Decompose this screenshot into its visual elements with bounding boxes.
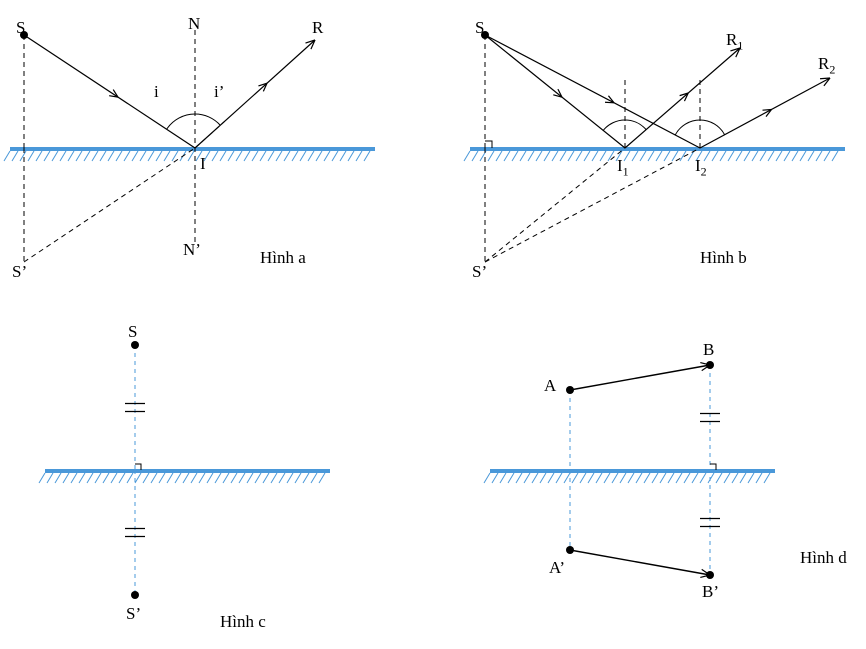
label-R2-b-sub: 2: [829, 62, 835, 76]
label-Sprime-b: S’: [472, 262, 487, 282]
label-I-a: I: [200, 154, 206, 174]
label-B-d: B: [703, 340, 714, 360]
label-Aprime-d: A’: [549, 558, 565, 578]
label-iprime-a: i’: [214, 82, 224, 102]
label-R2-b-letter: R: [818, 54, 829, 73]
label-Sprime-a: S’: [12, 262, 27, 282]
label-i-a: i: [154, 82, 159, 102]
label-R1-b: R1: [726, 30, 743, 53]
label-I2-b: I2: [695, 156, 707, 179]
label-S-b: S: [475, 18, 484, 38]
label-S-a: S: [16, 18, 25, 38]
label-R1-b-letter: R: [726, 30, 737, 49]
caption-d: Hình d: [800, 548, 847, 568]
label-I2-b-sub: 2: [701, 164, 707, 178]
label-I1-b: I1: [617, 156, 629, 179]
label-A-d: A: [544, 376, 556, 396]
label-I1-b-sub: 1: [623, 164, 629, 178]
label-Bprime-d: B’: [702, 582, 719, 602]
label-Sprime-c: S’: [126, 604, 141, 624]
label-R1-b-sub: 1: [737, 38, 743, 52]
label-Nprime-a: N’: [183, 240, 201, 260]
caption-b: Hình b: [700, 248, 747, 268]
label-S-c: S: [128, 322, 137, 342]
label-R2-b: R2: [818, 54, 835, 77]
caption-a: Hình a: [260, 248, 306, 268]
label-N-a: N: [188, 14, 200, 34]
caption-c: Hình c: [220, 612, 266, 632]
label-R-a: R: [312, 18, 323, 38]
